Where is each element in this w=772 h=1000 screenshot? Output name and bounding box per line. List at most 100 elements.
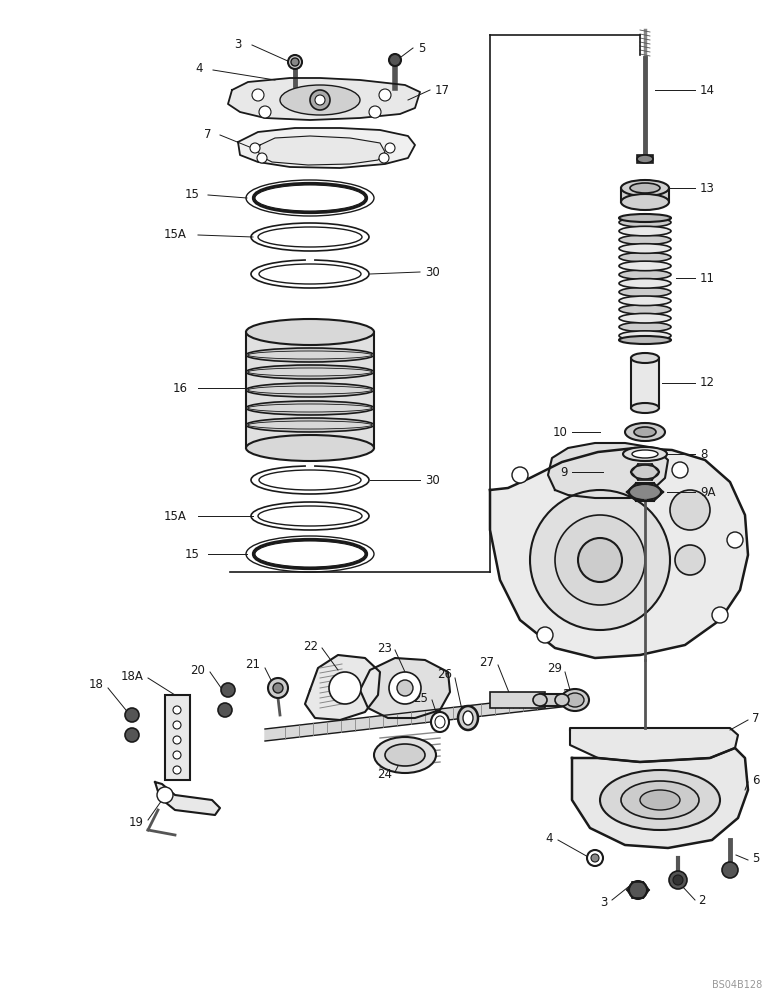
Ellipse shape <box>258 506 362 526</box>
Text: 15A: 15A <box>164 510 187 522</box>
Ellipse shape <box>246 435 374 461</box>
Circle shape <box>250 143 260 153</box>
Circle shape <box>315 95 325 105</box>
Circle shape <box>173 721 181 729</box>
Circle shape <box>257 153 267 163</box>
Text: 4: 4 <box>546 832 553 844</box>
Circle shape <box>329 672 361 704</box>
Ellipse shape <box>280 85 360 115</box>
Ellipse shape <box>631 403 659 413</box>
Circle shape <box>291 58 299 66</box>
Ellipse shape <box>619 279 671 288</box>
Polygon shape <box>570 728 738 762</box>
Ellipse shape <box>248 421 372 429</box>
Circle shape <box>722 862 738 878</box>
Bar <box>637 155 653 163</box>
Circle shape <box>221 683 235 697</box>
Circle shape <box>587 850 603 866</box>
Circle shape <box>273 683 283 693</box>
Ellipse shape <box>619 331 671 340</box>
Ellipse shape <box>248 404 372 412</box>
Ellipse shape <box>619 287 671 297</box>
Circle shape <box>173 766 181 774</box>
Text: 7: 7 <box>205 127 212 140</box>
Ellipse shape <box>621 781 699 819</box>
Ellipse shape <box>246 383 374 397</box>
Text: 15: 15 <box>185 188 200 202</box>
Text: BS04B128: BS04B128 <box>712 980 762 990</box>
Ellipse shape <box>248 351 372 359</box>
Ellipse shape <box>637 155 653 163</box>
Circle shape <box>252 89 264 101</box>
Ellipse shape <box>248 368 372 376</box>
Ellipse shape <box>246 536 374 572</box>
Ellipse shape <box>640 790 680 810</box>
Polygon shape <box>548 443 668 498</box>
Polygon shape <box>572 748 748 848</box>
Text: 17: 17 <box>435 84 450 97</box>
Ellipse shape <box>463 711 473 725</box>
Ellipse shape <box>431 712 449 732</box>
Text: 9A: 9A <box>700 486 716 498</box>
Text: 7: 7 <box>752 712 760 724</box>
Ellipse shape <box>630 183 660 193</box>
Ellipse shape <box>619 336 671 344</box>
Text: 21: 21 <box>245 658 260 672</box>
Ellipse shape <box>619 296 671 306</box>
Circle shape <box>727 532 743 548</box>
Ellipse shape <box>248 386 372 394</box>
Text: 5: 5 <box>752 852 760 864</box>
Polygon shape <box>490 448 748 658</box>
Ellipse shape <box>246 365 374 379</box>
Ellipse shape <box>619 313 671 323</box>
Ellipse shape <box>251 223 369 251</box>
Text: 19: 19 <box>129 816 144 828</box>
Circle shape <box>379 153 389 163</box>
Ellipse shape <box>632 450 658 458</box>
Bar <box>631 358 659 408</box>
Ellipse shape <box>246 319 374 345</box>
Circle shape <box>629 881 647 899</box>
Ellipse shape <box>258 227 362 247</box>
Ellipse shape <box>621 180 669 196</box>
Ellipse shape <box>619 270 671 279</box>
Text: 4: 4 <box>195 62 203 76</box>
Ellipse shape <box>619 322 671 332</box>
Ellipse shape <box>619 252 671 262</box>
Text: 2: 2 <box>698 894 706 906</box>
Ellipse shape <box>533 694 547 706</box>
Text: 30: 30 <box>425 474 440 487</box>
Text: 24: 24 <box>377 768 392 782</box>
Text: 26: 26 <box>437 668 452 680</box>
Ellipse shape <box>259 470 361 490</box>
Circle shape <box>310 90 330 110</box>
Circle shape <box>389 54 401 66</box>
Circle shape <box>173 736 181 744</box>
Ellipse shape <box>619 226 671 236</box>
Ellipse shape <box>625 423 665 441</box>
Polygon shape <box>360 658 450 718</box>
Ellipse shape <box>621 194 669 210</box>
Ellipse shape <box>255 185 365 211</box>
Text: 22: 22 <box>303 640 318 652</box>
Circle shape <box>712 607 728 623</box>
Text: 12: 12 <box>700 376 715 389</box>
Circle shape <box>173 706 181 714</box>
Ellipse shape <box>623 447 667 461</box>
Bar <box>165 695 190 780</box>
Ellipse shape <box>555 694 569 706</box>
Text: 25: 25 <box>413 692 428 704</box>
Text: 9: 9 <box>560 466 568 479</box>
Ellipse shape <box>259 264 361 284</box>
Circle shape <box>157 787 173 803</box>
Ellipse shape <box>600 770 720 830</box>
Text: 5: 5 <box>418 41 425 54</box>
Text: 16: 16 <box>173 381 188 394</box>
Text: 13: 13 <box>700 182 715 194</box>
Text: 6: 6 <box>752 774 760 786</box>
Text: 10: 10 <box>553 426 568 438</box>
Bar <box>621 188 669 202</box>
Text: 20: 20 <box>190 664 205 676</box>
Circle shape <box>591 854 599 862</box>
Ellipse shape <box>561 689 589 711</box>
